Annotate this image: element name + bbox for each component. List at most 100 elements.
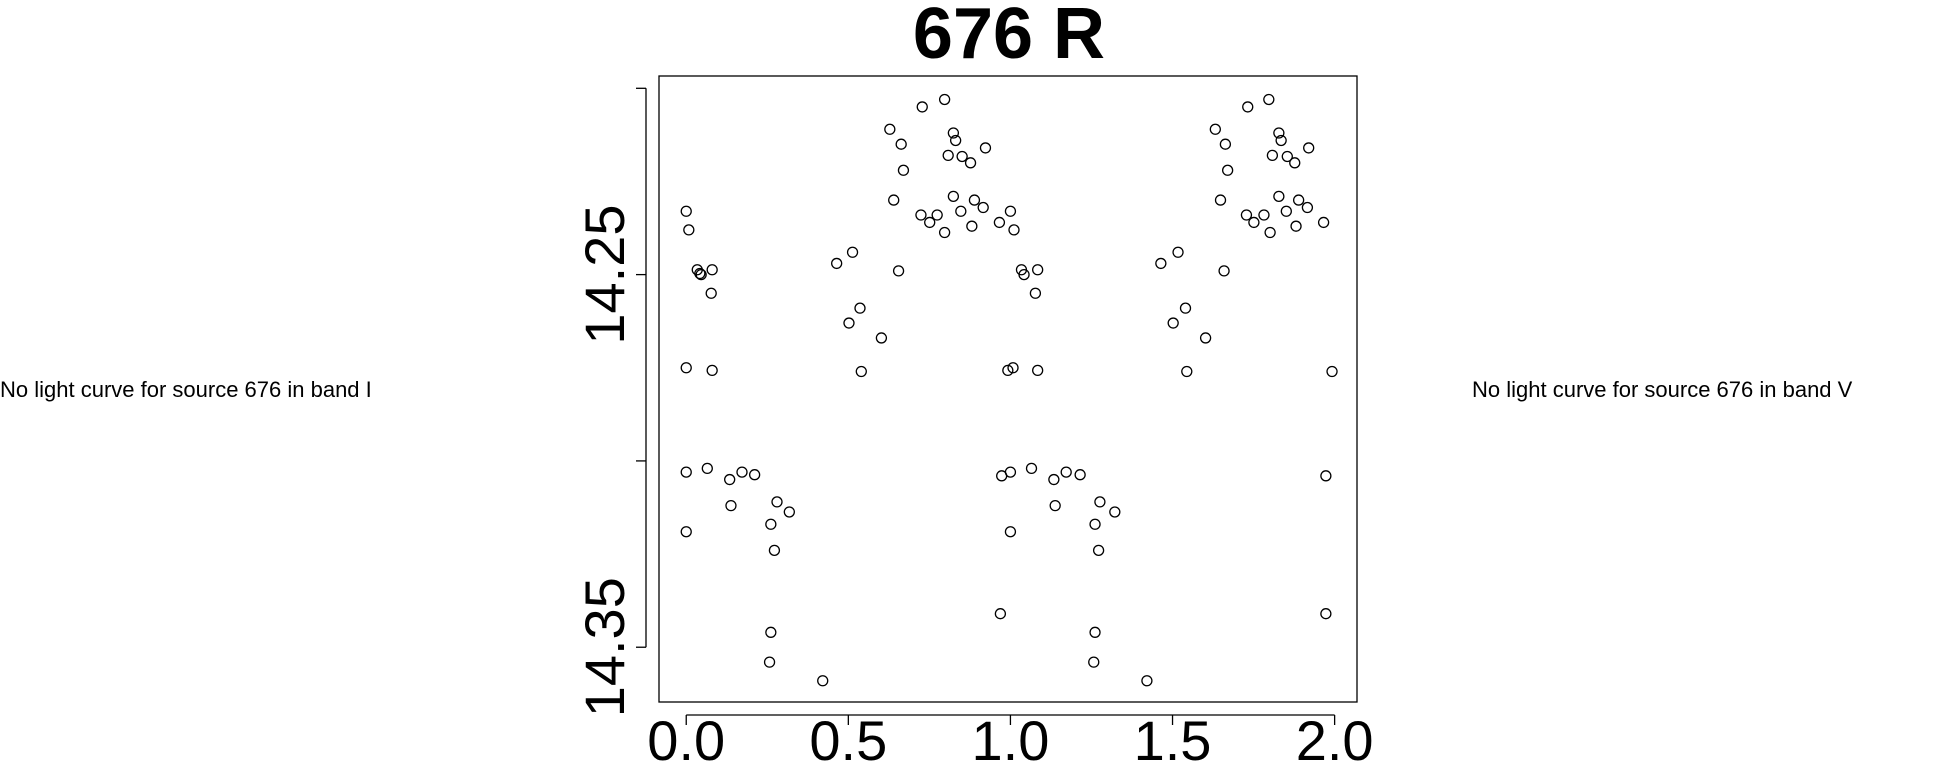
point — [1167, 317, 1179, 329]
x-tick-label: 0.5 — [809, 709, 887, 763]
point — [695, 268, 707, 281]
point — [1155, 257, 1167, 270]
point — [748, 469, 761, 481]
point — [916, 101, 928, 113]
point — [680, 205, 692, 217]
point — [1264, 226, 1276, 239]
point — [1219, 138, 1232, 150]
point — [1089, 518, 1101, 530]
point — [964, 157, 977, 169]
point — [1266, 149, 1279, 162]
point — [706, 364, 718, 377]
point — [979, 142, 992, 154]
point — [783, 506, 795, 518]
point — [765, 626, 777, 638]
y-tick-label: 14.25 — [573, 205, 636, 345]
point — [938, 93, 951, 106]
point — [888, 194, 900, 206]
point — [771, 496, 783, 508]
x-tick-label: 1.0 — [972, 709, 1050, 763]
point — [1248, 216, 1260, 229]
point — [966, 220, 978, 232]
point — [817, 675, 829, 687]
point — [1240, 209, 1253, 221]
point — [680, 362, 692, 374]
point — [1273, 127, 1285, 139]
point — [931, 209, 943, 221]
x-tick-label: 1.5 — [1134, 709, 1212, 763]
point — [680, 466, 692, 478]
point — [1008, 224, 1020, 236]
point — [1048, 473, 1060, 486]
point — [1004, 205, 1017, 217]
point — [993, 216, 1006, 229]
point — [1199, 332, 1212, 344]
point — [942, 149, 954, 162]
point — [1004, 526, 1017, 538]
x-tick-label: 0.0 — [647, 709, 725, 763]
point — [846, 246, 859, 258]
point — [949, 134, 962, 147]
point — [854, 302, 866, 314]
point — [938, 226, 951, 239]
point — [831, 257, 843, 270]
point — [843, 317, 855, 329]
point — [1092, 544, 1105, 556]
point — [1290, 220, 1302, 232]
point — [897, 164, 910, 176]
point — [1141, 675, 1153, 687]
point — [855, 365, 867, 378]
point — [705, 287, 717, 299]
point — [1218, 265, 1230, 277]
point — [1320, 470, 1332, 482]
chart-title: 676 R — [913, 0, 1105, 74]
point — [977, 201, 989, 214]
point — [1281, 150, 1293, 163]
point — [1214, 194, 1227, 206]
point — [1221, 164, 1234, 176]
point — [1109, 506, 1121, 518]
point — [924, 216, 936, 229]
point — [1089, 626, 1101, 638]
point — [1094, 496, 1106, 508]
point — [1172, 246, 1184, 258]
point — [768, 544, 781, 556]
point — [1004, 466, 1017, 478]
point — [701, 462, 713, 475]
point — [915, 209, 927, 221]
point — [1049, 499, 1061, 512]
point — [1301, 201, 1314, 214]
point — [955, 205, 967, 217]
point — [968, 194, 981, 206]
point — [1181, 365, 1193, 378]
point — [892, 265, 905, 277]
point — [1289, 157, 1301, 169]
point — [1025, 462, 1038, 475]
point — [1029, 287, 1042, 299]
point — [1292, 194, 1305, 206]
point — [1317, 216, 1330, 229]
point — [956, 150, 968, 163]
point — [1007, 362, 1019, 374]
point — [1263, 93, 1275, 106]
point — [1074, 469, 1086, 481]
point — [947, 127, 960, 139]
point — [1179, 302, 1192, 314]
point — [725, 499, 737, 512]
x-tick-label: 2.0 — [1296, 709, 1374, 763]
point — [736, 466, 748, 478]
point — [706, 264, 718, 276]
point — [1320, 608, 1332, 620]
point — [1273, 190, 1285, 203]
point — [1018, 268, 1030, 281]
y-tick-label: 14.35 — [573, 577, 636, 717]
point — [1060, 466, 1072, 478]
point — [1032, 364, 1044, 377]
point — [947, 190, 960, 203]
point — [875, 332, 888, 344]
point — [1275, 134, 1287, 147]
point — [763, 656, 776, 668]
message: No light curve for source 676 in band V — [1472, 377, 1853, 402]
point — [724, 473, 736, 486]
